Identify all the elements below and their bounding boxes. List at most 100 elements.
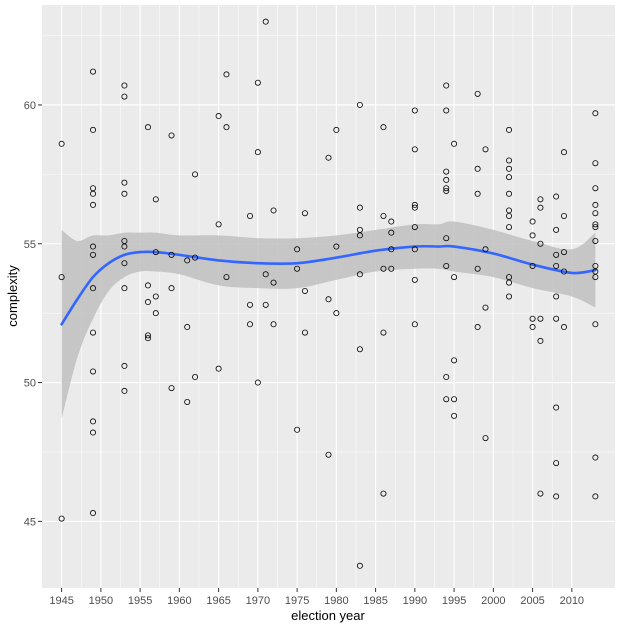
data-point [411,107,418,114]
data-point [58,274,65,281]
data-point [294,265,301,272]
data-point [90,368,97,375]
data-point [553,315,560,322]
data-point [90,251,97,258]
x-tick-label: 1980 [324,595,348,607]
data-point [592,237,599,244]
y-axis-title: complexity [5,265,20,327]
data-point [592,185,599,192]
data-point [592,210,599,217]
data-point [482,146,489,153]
data-point [121,243,128,250]
data-point [262,301,269,308]
data-point [506,224,513,231]
smooth-line [60,244,597,326]
data-point [537,196,544,203]
data-point [356,204,363,211]
data-point [553,493,560,500]
data-point [333,310,340,317]
data-point [411,321,418,328]
data-point [592,454,599,461]
data-point [560,324,567,331]
data-point [215,221,222,228]
data-point [121,387,128,394]
data-point [443,235,450,242]
data-point [247,301,254,308]
data-point [262,271,269,278]
data-point [121,93,128,100]
x-tick-label: 1950 [89,595,113,607]
data-point [411,204,418,211]
data-point [254,379,261,386]
data-point [168,385,175,392]
data-point [90,285,97,292]
data-point [537,490,544,497]
data-point [192,374,199,381]
confidence-band-layer [61,221,596,419]
data-point [380,212,387,219]
data-point [144,299,151,306]
major-gridlines [42,5,615,588]
data-point [474,265,481,272]
data-point [411,146,418,153]
data-point [121,82,128,89]
data-point [443,176,450,183]
data-point [529,232,536,239]
data-point [223,71,230,78]
data-point [537,315,544,322]
data-point [192,254,199,261]
x-tick-label: 1995 [442,595,466,607]
x-tick-label: 1975 [285,595,309,607]
data-point [474,324,481,331]
data-point [411,246,418,253]
data-point [411,224,418,231]
data-point [451,412,458,419]
data-point [262,18,269,25]
points-layer [58,18,599,569]
data-point [553,251,560,258]
x-tick-label: 1960 [167,595,191,607]
data-point [443,107,450,114]
data-point [553,262,560,269]
data-point [90,243,97,250]
data-point [254,149,261,156]
data-point [592,274,599,281]
x-tick-label: 1970 [246,595,270,607]
data-point [90,329,97,336]
data-point [443,187,450,194]
data-point [58,140,65,147]
data-point [560,268,567,275]
data-point [144,332,151,339]
data-point [592,321,599,328]
data-point [333,243,340,250]
x-tick-label: 2000 [481,595,505,607]
data-point [388,229,395,236]
data-point [592,201,599,208]
data-point [121,260,128,267]
data-point [537,337,544,344]
data-point [90,190,97,197]
data-point [506,174,513,181]
data-point [254,79,261,86]
data-point [223,274,230,281]
data-point [121,285,128,292]
x-tick-label: 1985 [363,595,387,607]
data-point [168,251,175,258]
data-point [215,113,222,120]
data-point [474,165,481,172]
data-point [443,262,450,269]
data-point [474,90,481,97]
data-point [356,346,363,353]
data-point [506,293,513,300]
data-point [168,132,175,139]
y-tick-label: 45 [24,516,36,528]
data-point [482,304,489,311]
data-point [144,282,151,289]
x-axis: 1945 1950 1955 1960 1965 1970 1975 1980 1985 1990… [49,588,584,607]
data-point [152,310,159,317]
data-point [443,396,450,403]
data-point [380,329,387,336]
data-point [380,490,387,497]
data-point [451,140,458,147]
